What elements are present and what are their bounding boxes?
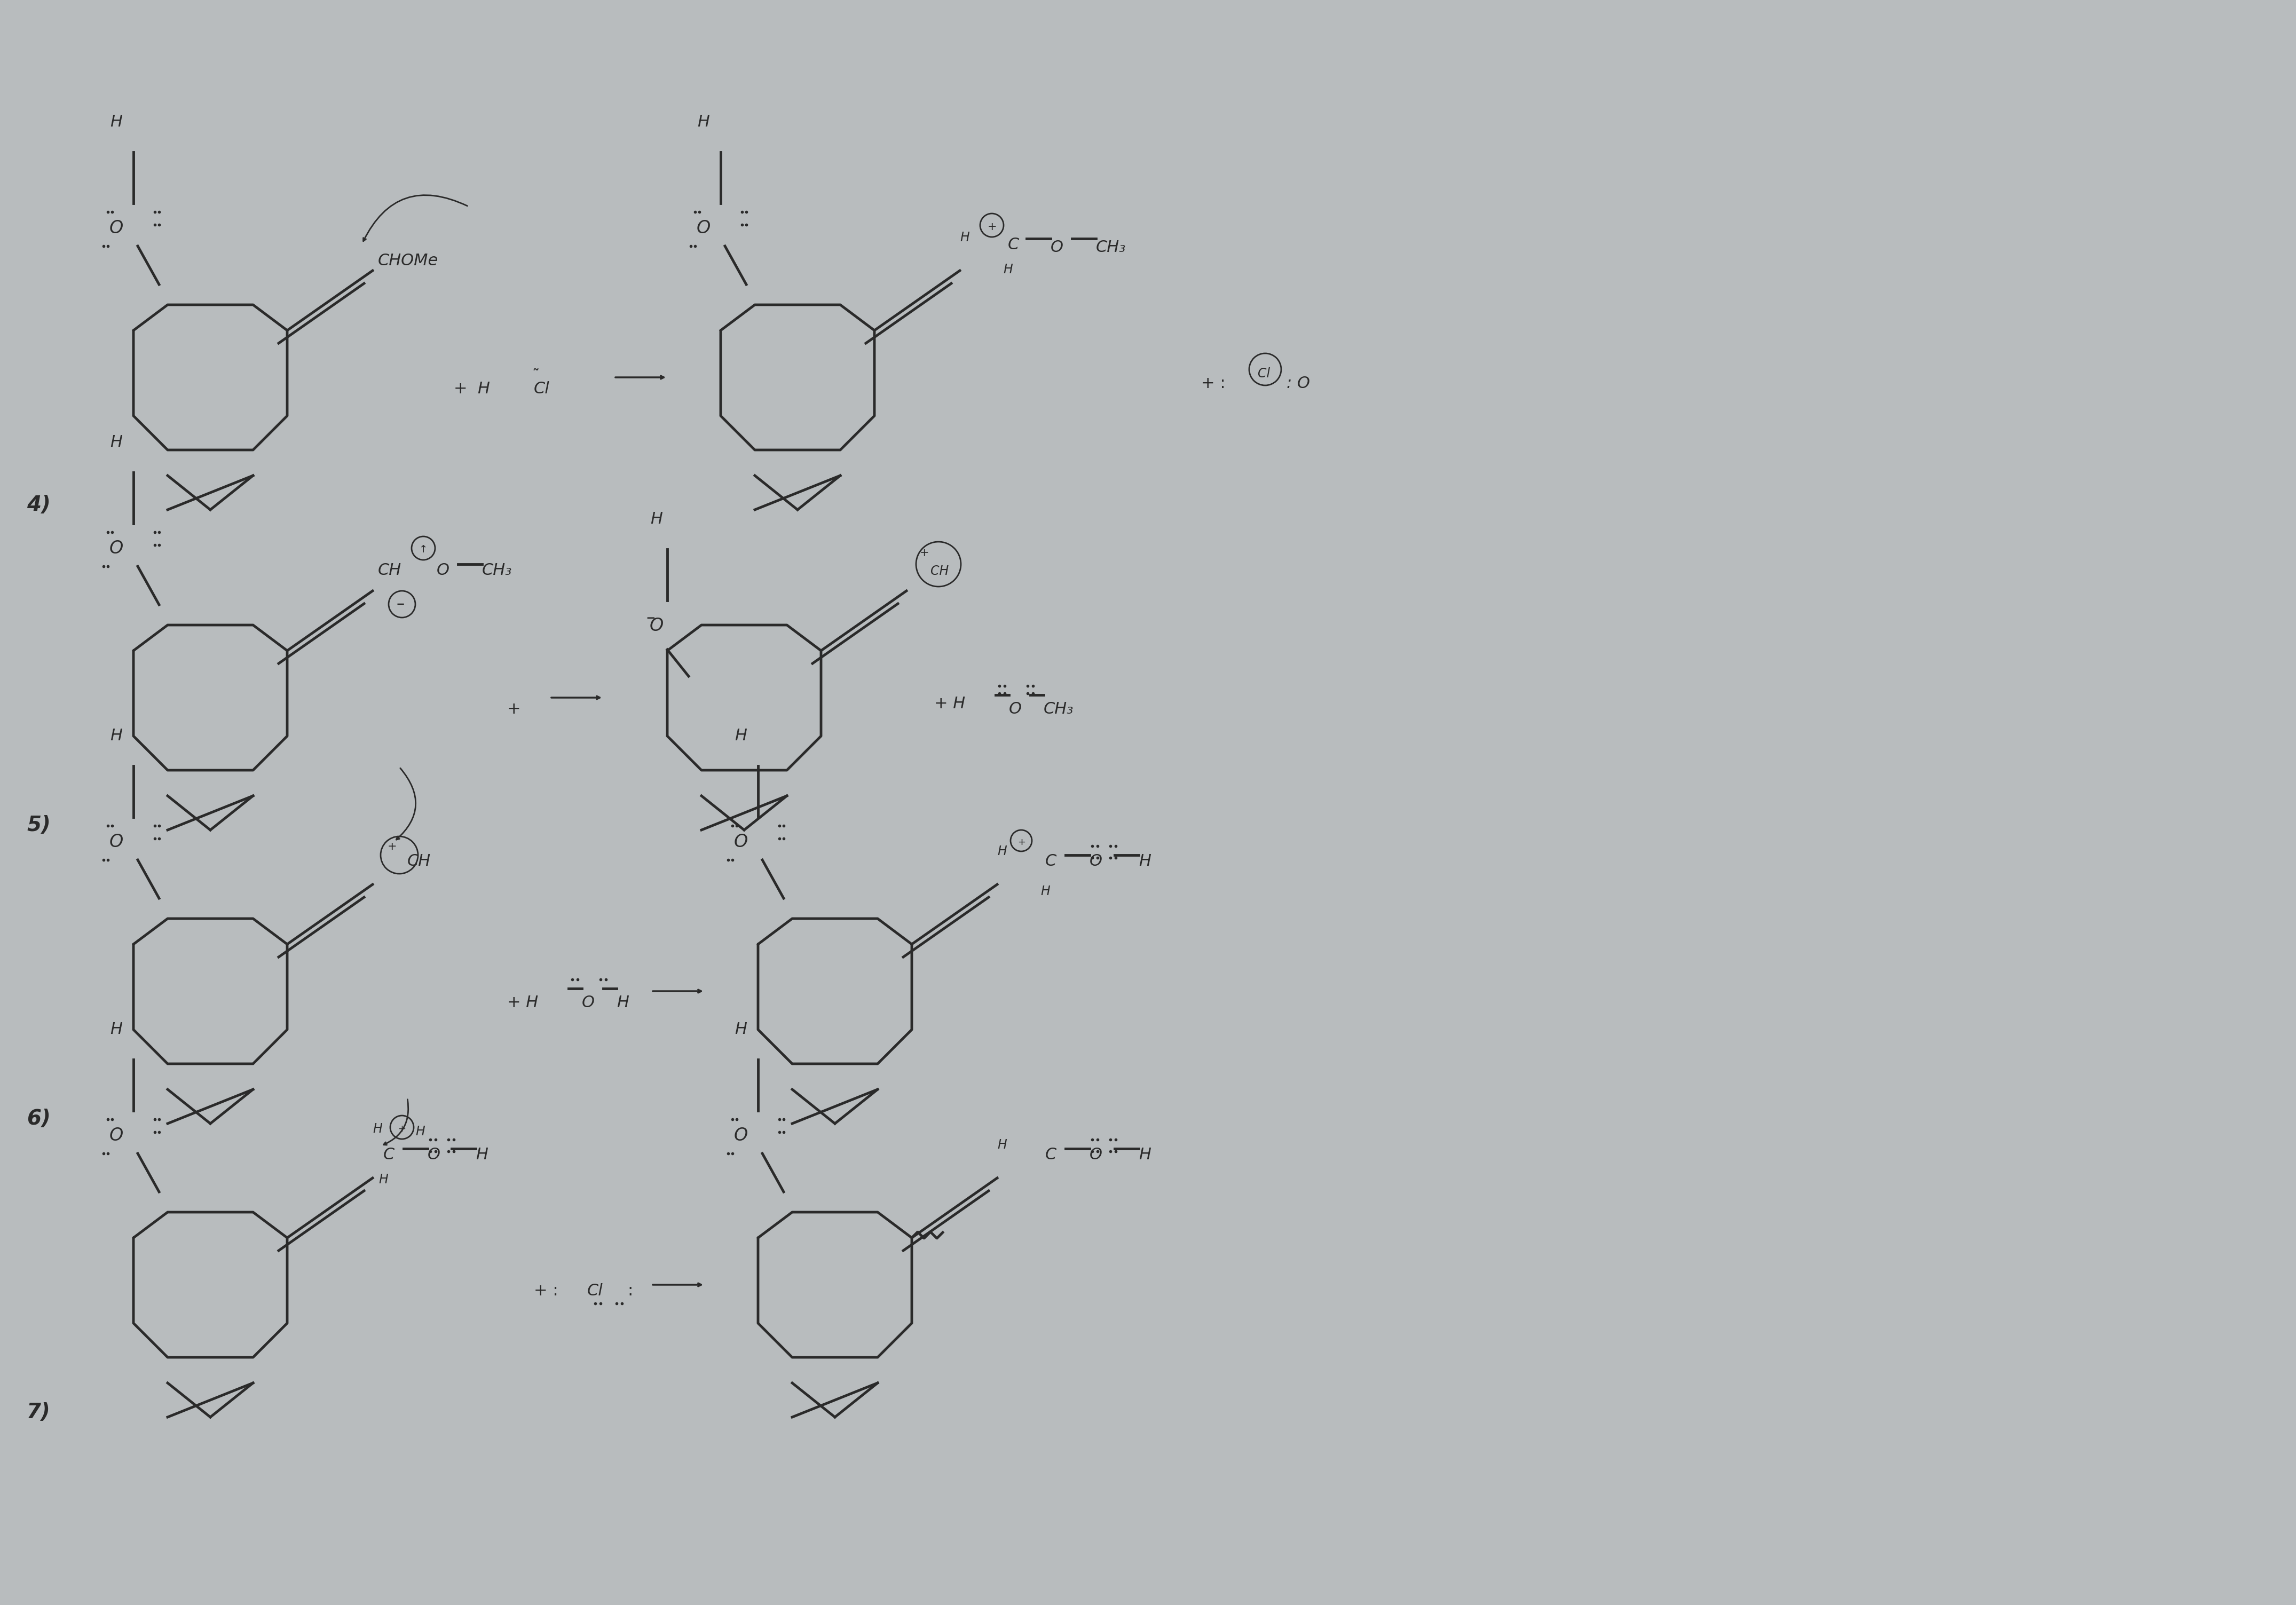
Text: O: O [110,833,124,851]
Text: CH: CH [930,565,948,578]
Text: O: O [1091,854,1102,868]
Text: H: H [618,995,629,1011]
Text: C: C [1008,238,1019,252]
Text: Cl: Cl [1258,368,1270,380]
Text: +: + [388,841,397,852]
Text: H: H [650,512,664,526]
Text: H: H [735,1022,746,1037]
Text: H: H [735,729,746,743]
Text: O: O [581,995,595,1011]
Text: +: + [921,547,930,559]
Text: H: H [698,114,709,130]
Text: O: O [110,539,124,557]
Text: Cl: Cl [588,1282,604,1298]
Text: + H: + H [507,995,537,1011]
Text: O: O [1052,239,1063,255]
Text: O: O [696,220,709,238]
Text: : O: : O [1286,376,1311,392]
Text: C: C [1045,1148,1056,1162]
Text: C: C [383,1148,395,1162]
Text: H: H [110,729,122,743]
Text: CH₃: CH₃ [482,563,512,578]
Text: +  H: + H [455,380,489,396]
Text: CH₃: CH₃ [1045,701,1075,717]
Text: H: H [110,1022,122,1037]
Text: Cl: Cl [535,380,549,396]
Text: 6): 6) [28,1109,51,1128]
Text: O: O [735,833,748,851]
Text: H: H [1139,854,1150,868]
Text: 7): 7) [28,1403,51,1422]
Text: 5): 5) [28,815,51,835]
Text: H: H [475,1148,487,1162]
Text: H: H [996,1138,1006,1151]
Text: O: O [735,1127,748,1144]
Text: H: H [1139,1148,1150,1162]
Text: H: H [110,435,122,449]
Text: +: + [507,701,521,717]
Text: ↑: ↑ [420,544,427,555]
Text: + :: + : [1201,376,1226,392]
Text: + H: + H [934,697,964,711]
Text: H: H [996,844,1006,857]
Text: O: O [650,616,664,634]
Text: H: H [1040,884,1049,897]
Text: CH₃: CH₃ [1095,239,1125,255]
Text: CH: CH [379,563,402,578]
Text: CH: CH [406,854,432,868]
Text: H: H [372,1122,381,1135]
Text: O: O [436,563,450,578]
Text: –: – [645,608,654,626]
Text: O: O [427,1148,441,1162]
Text: O: O [1008,701,1022,717]
Text: :: : [627,1282,634,1298]
Text: H: H [960,231,969,244]
Text: H: H [379,1173,388,1186]
Text: +: + [987,221,996,233]
Text: H: H [110,114,122,130]
Text: O: O [110,1127,124,1144]
Text: +: + [1017,838,1026,847]
Text: +: + [397,1124,406,1133]
Text: CHOMe: CHOMe [379,254,439,268]
Text: + :: + : [535,1282,558,1298]
Text: 4): 4) [28,494,51,515]
Text: –: – [397,595,404,612]
Text: O: O [1091,1148,1102,1162]
Text: C: C [1045,854,1056,868]
Text: O: O [110,220,124,238]
Text: H: H [416,1125,425,1138]
Text: H: H [1003,263,1013,276]
